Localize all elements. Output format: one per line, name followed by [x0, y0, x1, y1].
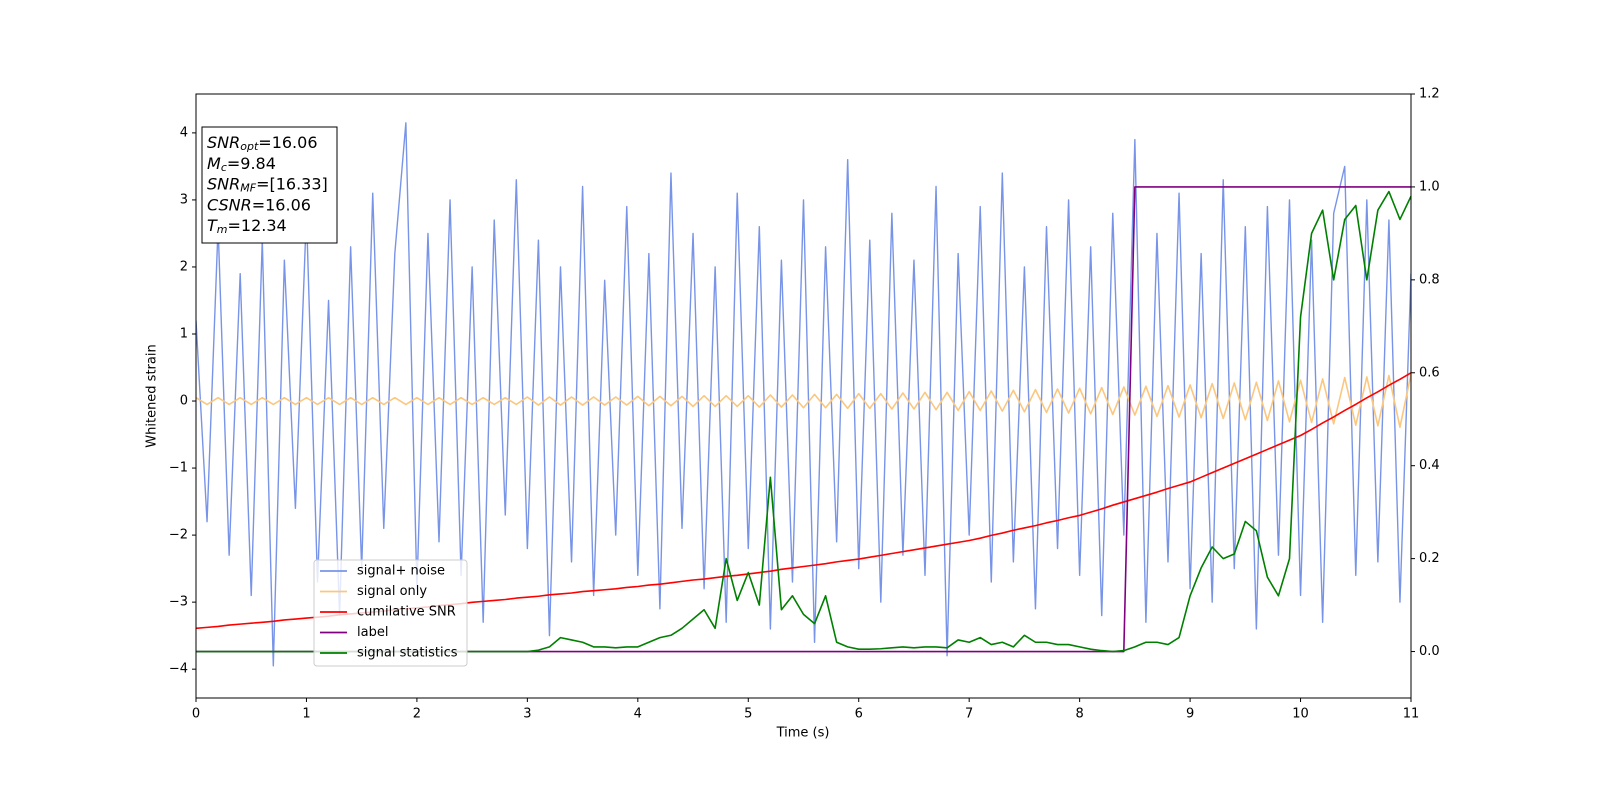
- x-tick-label: 9: [1186, 707, 1194, 722]
- text-box-symbol: SNR: [207, 133, 240, 152]
- x-tick-label: 10: [1292, 707, 1309, 722]
- y-axis-label: Whitened strain: [145, 344, 160, 447]
- text-box-value: =16.06: [258, 133, 317, 152]
- x-tick-label: 2: [413, 707, 421, 722]
- series-line: [196, 122, 1411, 667]
- ticks: 0 1 2 3 4 5 6 7 8 9 10 11 −4 −3 −2 −1 0 1 2 3 4 0.0 0.2 0.4 0.6 0…: [169, 87, 1440, 722]
- y2-tick-label: 1.0: [1419, 179, 1440, 194]
- legend-label: signal statistics: [357, 646, 458, 661]
- y2-tick-label: 0.8: [1419, 272, 1440, 287]
- x-tick-label: 4: [634, 707, 642, 722]
- text-box-value: =16.06: [252, 195, 311, 214]
- legend-label: cumilative SNR: [357, 605, 456, 620]
- text-box-subscript: c: [221, 161, 227, 174]
- text-box-line: Tm=12.34: [207, 216, 287, 237]
- y2-tick-label: 1.2: [1419, 87, 1440, 102]
- series-line: [196, 374, 1411, 428]
- text-box-line: SNRopt=16.06: [207, 133, 318, 154]
- text-box-subscript: MF: [240, 182, 256, 195]
- legend: signal+ noise signal only cumilative SNR la…: [313, 559, 468, 667]
- legend-label: signal+ noise: [357, 564, 445, 579]
- x-tick-label: 1: [302, 707, 310, 722]
- y-tick-label: 2: [180, 259, 188, 274]
- x-tick-label: 8: [1075, 707, 1083, 722]
- x-tick-label: 0: [192, 707, 200, 722]
- x-axis-label: Time (s): [776, 726, 830, 741]
- x-tick-label: 3: [523, 707, 531, 722]
- y2-tick-label: 0.0: [1419, 644, 1440, 659]
- text-box-line: SNRMF=[16.33]: [207, 174, 328, 195]
- y-tick-label: 1: [180, 326, 188, 341]
- text-box-value: =[16.33]: [256, 174, 328, 193]
- y-tick-label: −4: [169, 662, 188, 677]
- y-tick-label: 4: [180, 125, 188, 140]
- legend-label: signal only: [357, 584, 427, 599]
- text-box-line: CSNR=16.06: [207, 195, 311, 214]
- text-box-symbol: T: [207, 216, 218, 235]
- text-box-subscript: opt: [240, 140, 259, 153]
- text-box-symbol: SNR: [207, 174, 240, 193]
- text-box-symbol: CSNR: [207, 195, 252, 214]
- text-box-line: Mc=9.84: [207, 153, 276, 174]
- axes-frame: [195, 93, 1412, 699]
- legend-frame: [313, 559, 468, 667]
- text-box-symbol: M: [207, 153, 221, 172]
- text-box: SNRopt=16.06Mc=9.84SNRMF=[16.33]CSNR=16.…: [201, 126, 338, 244]
- text-box-value: =9.84: [227, 153, 276, 172]
- y-tick-label: 3: [180, 192, 188, 207]
- y-tick-label: 0: [180, 394, 188, 409]
- x-tick-label: 7: [965, 707, 973, 722]
- legend-label: label: [357, 625, 388, 640]
- x-tick-label: 11: [1403, 707, 1420, 722]
- text-box-value: =12.34: [228, 216, 287, 235]
- y2-tick-label: 0.6: [1419, 365, 1440, 380]
- text-box-frame: [201, 126, 338, 244]
- y-tick-label: −3: [169, 595, 188, 610]
- y2-tick-label: 0.4: [1419, 458, 1440, 473]
- y-tick-label: −2: [169, 528, 188, 543]
- y2-tick-label: 0.2: [1419, 551, 1440, 566]
- y-tick-label: −1: [169, 461, 188, 476]
- text-box-subscript: m: [217, 223, 228, 236]
- x-tick-label: 5: [744, 707, 752, 722]
- x-tick-label: 6: [855, 707, 863, 722]
